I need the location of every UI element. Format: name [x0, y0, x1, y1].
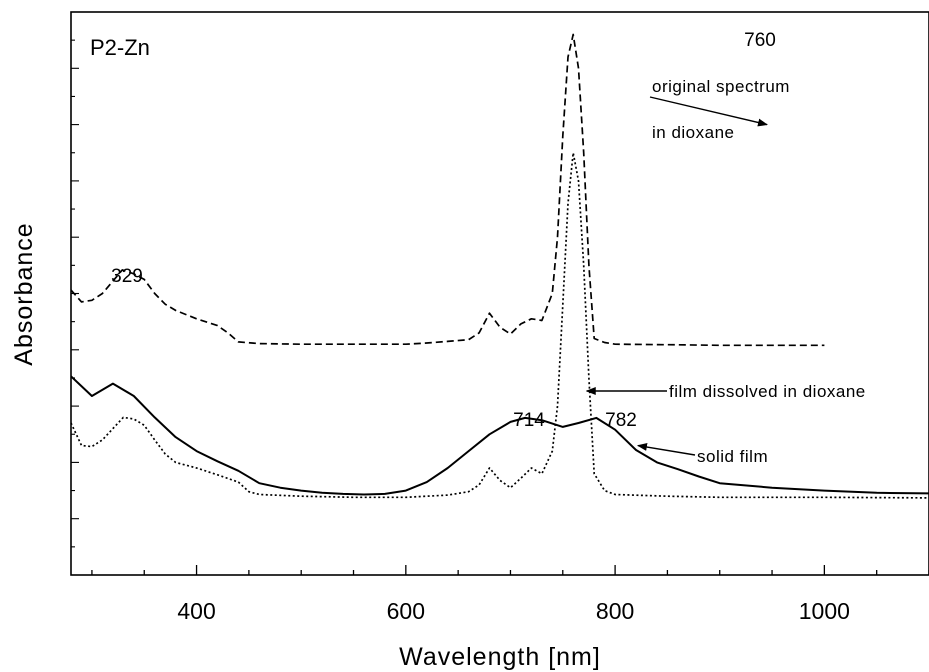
chart-title: P2-Zn — [90, 35, 150, 60]
x-tick-label: 1000 — [799, 598, 850, 624]
arrow-original-spectrum — [649, 96, 768, 127]
x-tick-label: 800 — [596, 598, 634, 624]
plot-frame — [70, 11, 929, 576]
peak-label-329: 329 — [111, 266, 143, 287]
series-layer — [70, 33, 929, 499]
label-solid-film: solid film — [697, 447, 768, 466]
arrows-layer — [585, 96, 768, 456]
peak-label-714: 714 — [513, 410, 545, 431]
label-original-spectrum: original spectrum — [652, 77, 790, 96]
peak-label-760: 760 — [744, 30, 776, 51]
x-axis-label: Wavelength [nm] — [399, 643, 601, 671]
arrow-solid-film — [636, 443, 696, 456]
label-in-dioxane: in dioxane — [652, 123, 735, 142]
x-tick-label: 400 — [177, 598, 215, 624]
label-film-dissolved: film dissolved in dioxane — [669, 382, 866, 401]
ticks-layer: 400 600 800 1000 — [71, 39, 929, 624]
series-solid-film — [70, 375, 929, 496]
series-original-dioxane — [70, 33, 825, 347]
y-axis-label: Absorbance — [10, 222, 38, 365]
series-film-dissolved — [70, 151, 929, 499]
peak-label-782: 782 — [605, 410, 637, 431]
x-tick-label: 600 — [387, 598, 425, 624]
